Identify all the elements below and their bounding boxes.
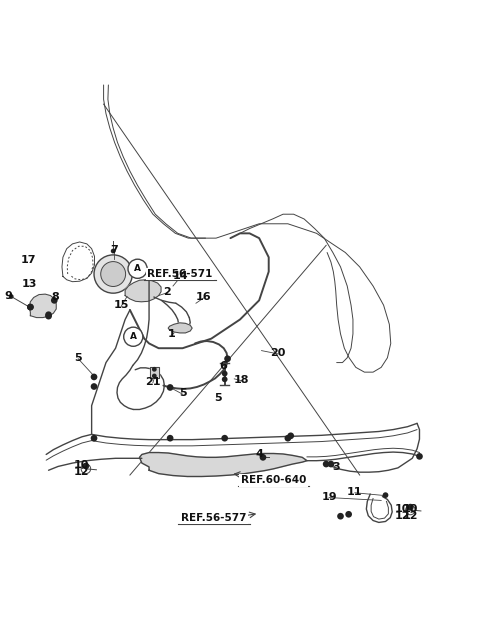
Text: 6: 6 (219, 362, 227, 371)
Circle shape (51, 297, 58, 304)
Text: 7: 7 (110, 245, 118, 255)
Text: 21: 21 (145, 377, 161, 387)
Circle shape (152, 367, 157, 372)
Text: 10: 10 (403, 504, 418, 514)
Text: 4: 4 (255, 449, 263, 459)
Text: 5: 5 (214, 393, 222, 403)
Text: 3: 3 (332, 462, 339, 472)
Circle shape (345, 511, 352, 518)
Text: REF.60-640: REF.60-640 (241, 475, 306, 485)
Circle shape (323, 461, 329, 467)
Circle shape (221, 435, 228, 442)
Circle shape (94, 255, 132, 293)
Circle shape (285, 435, 291, 442)
Circle shape (45, 313, 52, 320)
Circle shape (260, 454, 266, 461)
Text: 14: 14 (172, 272, 188, 281)
Circle shape (222, 371, 228, 376)
Text: 10: 10 (395, 504, 410, 514)
Polygon shape (168, 323, 192, 333)
Text: 20: 20 (271, 348, 286, 358)
Circle shape (167, 435, 173, 442)
Circle shape (383, 492, 388, 498)
Circle shape (167, 384, 173, 391)
Text: 15: 15 (114, 300, 129, 310)
Circle shape (124, 327, 143, 346)
Circle shape (91, 383, 97, 390)
Circle shape (128, 259, 147, 279)
Text: 10: 10 (73, 460, 89, 470)
Circle shape (45, 311, 52, 318)
Circle shape (27, 304, 34, 311)
Text: REF.56-577: REF.56-577 (181, 513, 246, 523)
Polygon shape (125, 280, 161, 302)
Text: A: A (134, 265, 141, 273)
Circle shape (9, 294, 13, 299)
Circle shape (416, 453, 423, 459)
Circle shape (83, 463, 89, 469)
Text: 8: 8 (52, 291, 60, 302)
Text: 13: 13 (22, 279, 37, 289)
Text: 17: 17 (20, 255, 36, 265)
Text: 5: 5 (74, 353, 82, 363)
Text: 2: 2 (163, 287, 171, 296)
Circle shape (91, 435, 97, 442)
Text: REF.56-571: REF.56-571 (147, 269, 213, 279)
Text: A: A (130, 332, 137, 341)
Circle shape (288, 433, 294, 439)
Circle shape (91, 374, 97, 380)
Text: 12: 12 (395, 511, 410, 521)
Circle shape (337, 513, 344, 520)
Text: 12: 12 (403, 511, 418, 521)
Circle shape (224, 355, 231, 362)
Circle shape (27, 304, 34, 311)
Polygon shape (29, 294, 56, 318)
Circle shape (101, 261, 126, 286)
Text: 5: 5 (179, 389, 186, 398)
Polygon shape (140, 452, 307, 477)
Circle shape (327, 461, 334, 467)
Text: 9: 9 (4, 291, 12, 300)
Text: 18: 18 (234, 375, 250, 385)
Circle shape (152, 374, 157, 378)
Text: 12: 12 (73, 466, 89, 477)
Text: 1: 1 (167, 329, 175, 339)
Text: 16: 16 (196, 291, 211, 302)
Circle shape (222, 376, 228, 382)
Text: 11: 11 (347, 487, 362, 497)
Text: 19: 19 (321, 491, 337, 502)
Polygon shape (150, 367, 158, 378)
Circle shape (111, 249, 116, 254)
Circle shape (407, 504, 414, 511)
